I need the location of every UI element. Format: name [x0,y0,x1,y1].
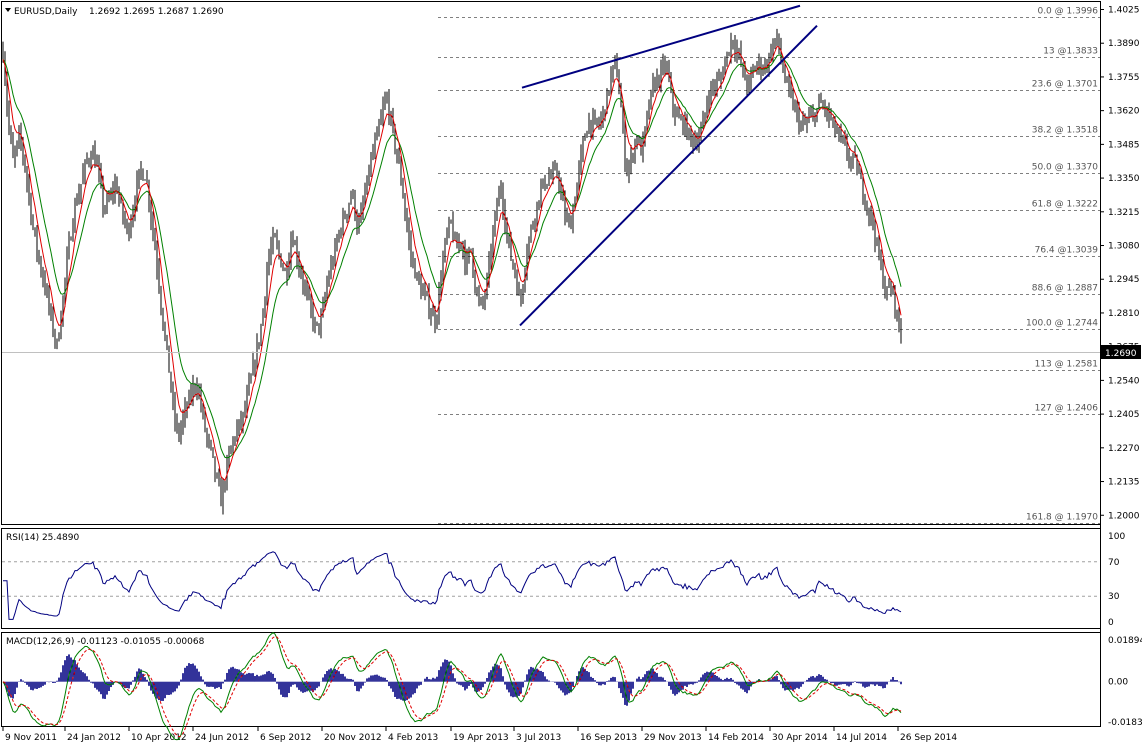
time-axis: 9 Nov 2011 24 Jan 2012 10 Apr 2012 24 Jun 2… [2,727,957,743]
rsi-tick-label: 100 [1108,532,1125,542]
time-tick-label: 19 Apr 2013 [453,733,509,743]
time-tick-label: 24 Jun 2012 [195,733,249,743]
current-price-tag [1101,345,1141,359]
fib-level-label: 127 @ 1.2406 [1035,404,1099,414]
rsi-panel[interactable] [1,528,1101,629]
symbol-label: EURUSD,Daily [14,7,78,17]
moving-average-slow-line [2,54,902,459]
ohlc-label: 1.2692 1.2695 1.2687 1.2690 [89,7,224,17]
rsi-line [3,551,902,620]
price-axis: 1.4025 1.3890 1.3755 1.3620 1.3485 1.3350 1.32… [1100,5,1140,521]
fib-level-label: 23.6 @ 1.3701 [1032,80,1098,90]
time-tick-label: 4 Feb 2013 [388,733,438,743]
macd-tick-label: 0.00 [1108,678,1128,688]
price-tick-label: 1.3755 [1108,73,1140,83]
fib-level-label: 0.0 @ 1.3996 [1037,7,1098,17]
price-tick-label: 1.4025 [1108,5,1140,15]
main-panel[interactable] [1,1,1101,525]
macd-indicator: 0.01894 0.00 -0.0183 [2,632,1142,741]
fib-level-label: 100.0 @ 1.2744 [1026,319,1098,329]
current-price-text: 1.2690 [1105,349,1137,359]
fib-level-label: 113 @ 1.2581 [1035,360,1098,370]
fib-level-label: 76.4 @1.3039 [1035,246,1099,256]
fib-level-label: 61.8 @ 1.3222 [1032,200,1098,210]
fib-level-label: 88.6 @ 1.2887 [1032,284,1098,294]
price-tick-label: 1.3485 [1108,140,1140,150]
price-tick-label: 1.2000 [1108,511,1140,521]
time-tick-label: 14 Jul 2014 [836,733,887,743]
time-tick-label: 16 Sep 2013 [580,733,637,743]
time-tick-label: 6 Sep 2012 [260,733,311,743]
price-tick-label: 1.2405 [1108,410,1140,420]
rsi-tick-label: 30 [1108,592,1120,602]
rsi-tick-label: 0 [1108,618,1114,628]
chart-header: EURUSD,Daily 1.2692 1.2695 1.2687 1.2690 [5,7,224,17]
time-tick-label: 3 Jul 2013 [516,733,561,743]
time-tick-label: 10 Apr 2012 [131,733,187,743]
time-tick-label: 24 Jan 2012 [67,733,121,743]
fib-level-label: 161.8 @ 1.1970 [1026,513,1098,523]
moving-average-fast-line [2,45,902,482]
dropdown-triangle-icon[interactable] [5,8,11,12]
price-tick-label: 1.3215 [1108,208,1140,218]
price-tick-label: 1.3890 [1108,39,1140,49]
time-tick-label: 14 Feb 2014 [708,733,764,743]
time-tick-label: 30 Apr 2014 [772,733,828,743]
price-tick-label: 1.3080 [1108,242,1140,252]
trendline[interactable] [519,25,818,327]
rsi-indicator: 100 70 30 0 [2,532,1125,628]
fib-level-label: 38.2 @ 1.3518 [1032,126,1099,136]
time-tick-label: 20 Nov 2012 [324,733,382,743]
fib-level-label: 50.0 @ 1.3370 [1032,163,1099,173]
price-tick-label: 1.2945 [1108,275,1140,285]
trendlines [519,4,818,327]
trendline[interactable] [521,4,801,89]
time-tick-label: 9 Nov 2011 [5,733,57,743]
macd-main-line [2,632,902,741]
price-tick-label: 1.3350 [1108,174,1140,184]
price-tick-label: 1.2135 [1108,478,1140,488]
rsi-title: RSI(14) 25.4890 [6,533,79,543]
fib-level-label: 13 @1.3833 [1043,47,1098,57]
price-tick-label: 1.3620 [1108,107,1140,117]
rsi-tick-label: 70 [1108,558,1120,568]
price-tick-label: 1.2810 [1108,309,1140,319]
price-tick-label: 1.2540 [1108,376,1140,386]
macd-title: MACD(12,26,9) -0.01123 -0.01055 -0.00068 [6,637,205,647]
macd-tick-label: -0.0183 [1108,718,1142,728]
price-tick-label: 1.2270 [1108,444,1140,454]
price-series [2,28,902,515]
macd-tick-label: 0.01894 [1108,636,1142,646]
time-tick-label: 26 Sep 2014 [900,733,957,743]
time-tick-label: 29 Nov 2013 [644,733,702,743]
